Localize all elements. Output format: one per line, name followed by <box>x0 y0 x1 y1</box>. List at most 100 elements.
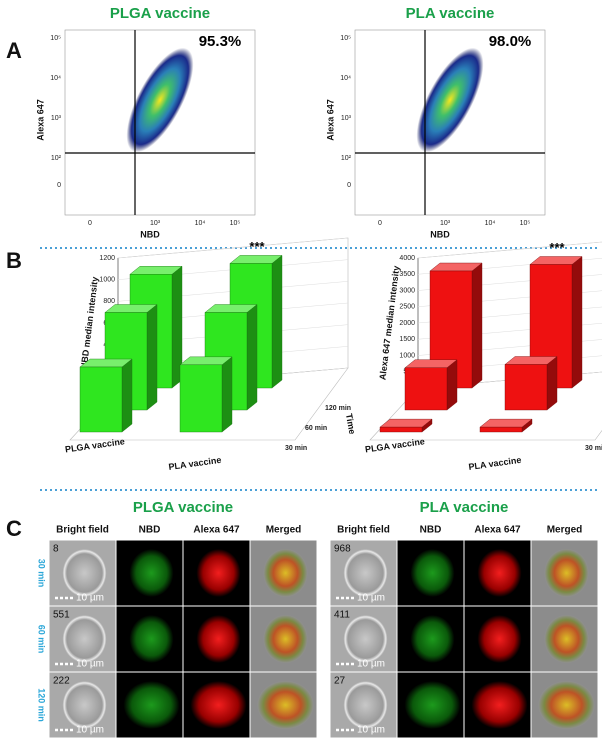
object-count: 8 <box>53 544 59 555</box>
density <box>416 47 484 153</box>
cell <box>263 549 308 597</box>
y-axis-label: Alexa 647 median intensity <box>377 265 401 380</box>
cell <box>410 549 455 597</box>
object-count: 411 <box>334 610 350 621</box>
cell <box>477 615 522 663</box>
y-tick-label: 1200 <box>99 255 115 262</box>
cell <box>196 549 241 597</box>
depth-label: 60 min <box>305 425 327 432</box>
significance: *** <box>549 240 565 255</box>
cell <box>62 549 107 597</box>
x-tick-label: 0 <box>88 220 92 227</box>
x-axis-label: NBD <box>430 229 450 239</box>
bar-side <box>121 358 133 433</box>
scale-label: 10 µm <box>76 725 104 736</box>
depth-label: 120 min <box>325 405 351 412</box>
y-tick-label: 10⁴ <box>50 75 61 82</box>
depth-label: 30 min <box>585 445 602 452</box>
column-header: Merged <box>266 525 302 536</box>
cell <box>129 549 174 597</box>
x-tick-label: 10³ <box>150 220 161 227</box>
y-tick-label: 10³ <box>341 115 352 122</box>
y-tick-label: 2500 <box>399 304 415 311</box>
plot-title: PLGA vaccine <box>110 5 210 22</box>
grid-line <box>117 237 349 259</box>
cell <box>190 681 247 729</box>
y-tick-label: 4000 <box>399 255 415 262</box>
scale-label: 10 µm <box>357 725 385 736</box>
cell <box>544 549 589 597</box>
group-title: PLA vaccine <box>420 499 509 516</box>
object-count: 222 <box>53 676 70 687</box>
cell <box>123 681 180 729</box>
x-tick-label: 10⁴ <box>485 220 496 227</box>
bar <box>404 367 448 411</box>
depth-axis-label: Time <box>344 413 357 435</box>
category-label: PLGA vaccine <box>64 436 125 454</box>
x-tick-label: 10³ <box>440 220 451 227</box>
x-tick-label: 10⁴ <box>195 220 206 227</box>
panel-label: B <box>6 248 22 273</box>
plot-frame <box>64 29 256 216</box>
x-tick-label: 10⁵ <box>520 220 531 227</box>
bar-side <box>146 304 158 411</box>
bar-side <box>446 359 458 411</box>
cell <box>263 615 308 663</box>
panel-label: C <box>6 516 22 541</box>
cell <box>129 615 174 663</box>
y-tick-label: 10⁴ <box>340 75 351 82</box>
y-tick-label: 2000 <box>399 320 415 327</box>
scale-label: 10 µm <box>76 593 104 604</box>
cell <box>404 681 461 729</box>
object-count: 27 <box>334 676 346 687</box>
scale-label: 10 µm <box>357 659 385 670</box>
bar <box>504 364 548 411</box>
bar-side <box>246 304 258 411</box>
scale-label: 10 µm <box>357 593 385 604</box>
cell <box>62 615 107 663</box>
bar-side <box>271 255 283 389</box>
plot-title: PLA vaccine <box>406 5 495 22</box>
cell <box>343 549 388 597</box>
cell <box>538 681 595 729</box>
y-tick-label: 10⁵ <box>50 35 61 42</box>
bar-side <box>471 262 483 389</box>
density <box>126 47 194 153</box>
column-header: NBD <box>420 525 442 536</box>
y-tick-label: 3000 <box>399 287 415 294</box>
scale-label: 10 µm <box>76 659 104 670</box>
grid-line <box>417 241 602 259</box>
cell <box>410 615 455 663</box>
bar-side <box>221 356 233 433</box>
panel-label: A <box>6 38 22 63</box>
y-axis-label: Alexa 647 <box>35 99 45 141</box>
cell <box>471 681 528 729</box>
y-tick-label: 3500 <box>399 271 415 278</box>
plot-frame <box>354 29 546 216</box>
column-header: Alexa 647 <box>474 525 521 536</box>
floor <box>369 371 602 441</box>
time-label: 60 min <box>37 625 47 654</box>
bar <box>379 426 423 433</box>
y-tick-label: 800 <box>103 298 115 305</box>
x-tick-label: 10⁵ <box>230 220 241 227</box>
gate-percent: 98.0% <box>489 33 532 50</box>
category-label: PLA vaccine <box>468 455 522 472</box>
y-tick-label: 10⁵ <box>340 35 351 42</box>
column-header: Bright field <box>337 525 390 536</box>
bar-side <box>546 356 558 411</box>
bar <box>79 366 123 433</box>
column-header: NBD <box>139 525 161 536</box>
cell <box>343 681 388 729</box>
significance: *** <box>249 239 265 254</box>
column-header: Merged <box>547 525 583 536</box>
cell <box>477 549 522 597</box>
y-tick-label: 0 <box>347 182 351 189</box>
cell <box>343 615 388 663</box>
object-count: 968 <box>334 544 351 555</box>
time-label: 30 min <box>37 559 47 588</box>
y-tick-label: 10³ <box>51 115 62 122</box>
cell <box>196 615 241 663</box>
y-axis-label: Alexa 647 <box>325 99 335 141</box>
